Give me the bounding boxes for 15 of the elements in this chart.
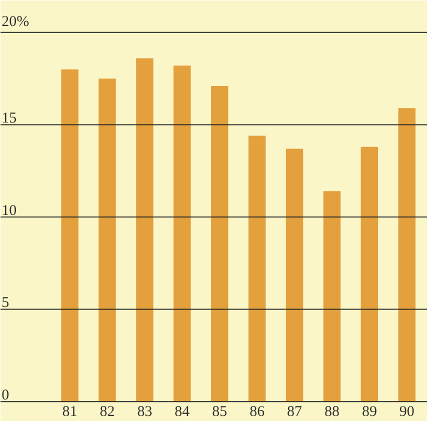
x-tick-label: 89 <box>362 404 377 420</box>
x-tick-label: 90 <box>399 404 414 420</box>
x-tick-label: 85 <box>212 404 228 420</box>
x-tick-label: 84 <box>174 404 190 420</box>
y-tick-label: 5 <box>2 295 10 312</box>
y-tick-label: 15 <box>2 110 17 126</box>
x-tick-label: 88 <box>324 404 340 420</box>
x-tick-label: 81 <box>62 404 78 420</box>
y-tick-label: 10 <box>2 202 17 219</box>
y-tick-label: 20% <box>2 14 30 30</box>
y-tick-label: 0 <box>2 387 10 404</box>
x-tick-label: 87 <box>287 404 303 420</box>
x-tick-label: 82 <box>100 404 115 420</box>
x-tick-label: 86 <box>250 404 266 420</box>
x-tick-label: 83 <box>137 404 152 420</box>
